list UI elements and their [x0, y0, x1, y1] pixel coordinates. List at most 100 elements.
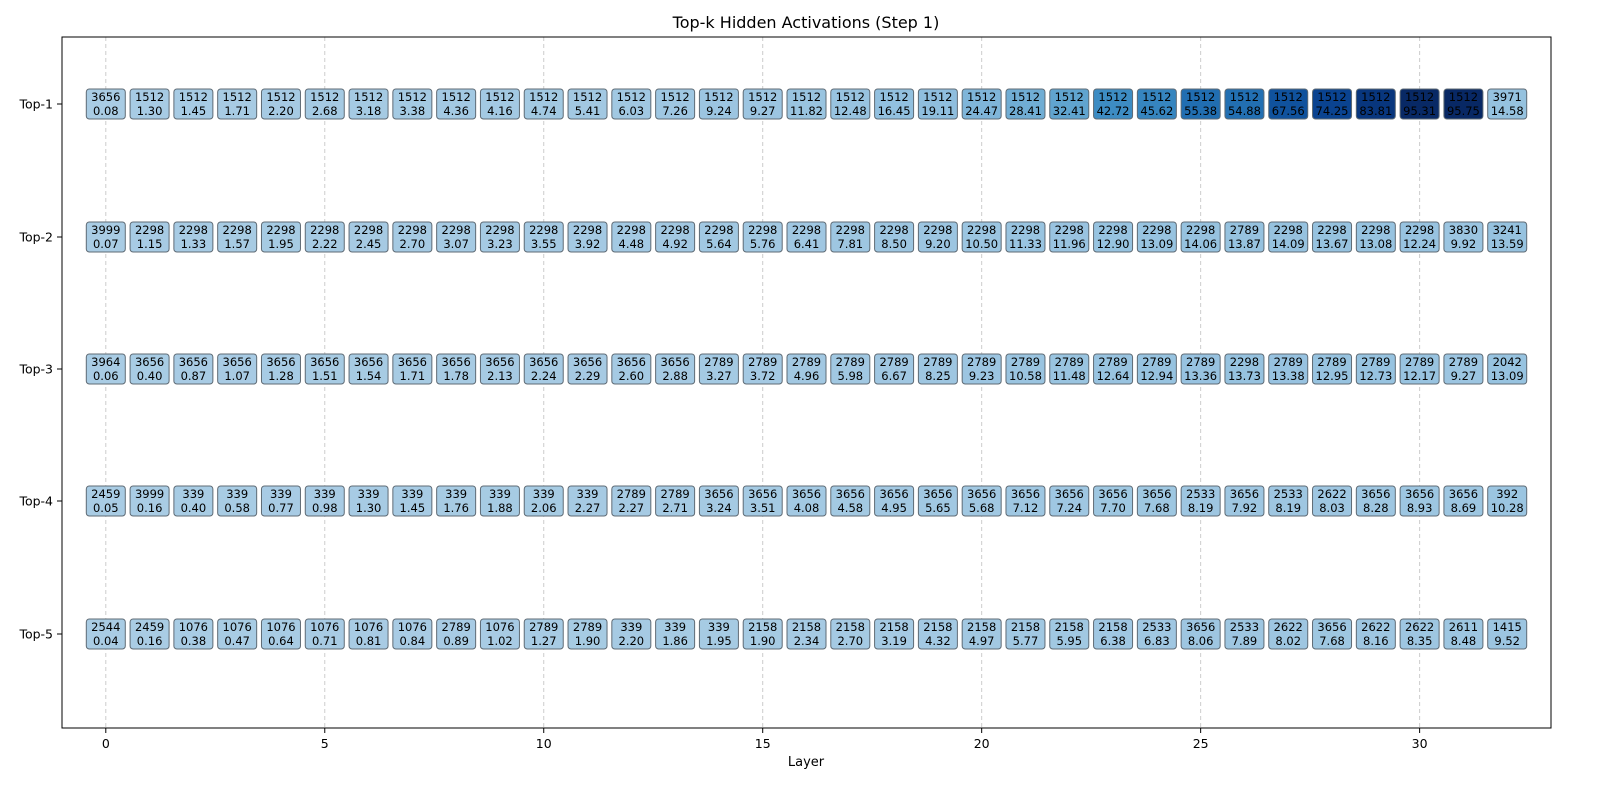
activation-cell-value: 0.08	[93, 104, 119, 118]
activation-cell-box	[1049, 221, 1090, 253]
activation-cell-index: 2789	[1405, 355, 1434, 369]
activation-cell-box	[436, 88, 477, 120]
activation-cell-box	[348, 618, 389, 650]
activation-cell-index: 339	[226, 487, 248, 501]
activation-cell-value: 0.64	[268, 634, 294, 648]
activation-cell-index: 3656	[1055, 487, 1084, 501]
activation-cell-value: 2.88	[662, 369, 688, 383]
activation-cell-value: 3.38	[400, 104, 426, 118]
activation-cell-box	[1487, 221, 1528, 253]
activation-cell-index: 1512	[1449, 90, 1478, 104]
activation-cell-value: 12.24	[1403, 237, 1436, 251]
activation-cell-box	[567, 485, 608, 517]
activation-cell-value: 2.24	[531, 369, 557, 383]
activation-cell-box	[1093, 618, 1134, 650]
activation-cell-value: 7.81	[837, 237, 863, 251]
activation-cell-index: 2789	[704, 355, 733, 369]
activation-cell-value: 54.88	[1228, 104, 1261, 118]
activation-cell-box	[436, 618, 477, 650]
activation-cell-value: 1.95	[268, 237, 294, 251]
activation-cell-value: 2.68	[312, 104, 338, 118]
activation-cell-value: 8.93	[1407, 501, 1433, 515]
activation-cell-index: 1076	[223, 620, 252, 634]
activation-cell-index: 2158	[792, 620, 821, 634]
activation-cell-index: 1512	[485, 90, 514, 104]
activation-cell-box	[1093, 485, 1134, 517]
activation-cell-index: 2789	[792, 355, 821, 369]
activation-cell-value: 8.19	[1188, 501, 1214, 515]
activation-cell-box	[1399, 618, 1440, 650]
activation-cell-index: 2298	[1317, 223, 1346, 237]
activation-cell-index: 339	[401, 487, 423, 501]
activation-cell-box	[304, 221, 345, 253]
activation-cell-index: 2158	[1055, 620, 1084, 634]
x-axis-label: Layer	[788, 755, 825, 770]
activation-cell-box	[260, 221, 301, 253]
activation-cell-box	[217, 353, 258, 385]
activation-cell-box	[1355, 353, 1396, 385]
activation-cell-box	[1268, 88, 1309, 120]
activation-cell-value: 0.77	[268, 501, 294, 515]
activation-cell-value: 0.81	[356, 634, 382, 648]
activation-cell-index: 2298	[704, 223, 733, 237]
activation-cell-value: 9.27	[1451, 369, 1477, 383]
activation-cell-index: 2789	[1186, 355, 1215, 369]
activation-cell-index: 2789	[923, 355, 952, 369]
activation-cell-value: 1.27	[531, 634, 557, 648]
activation-cell-value: 14.58	[1491, 104, 1524, 118]
activation-cell-box	[129, 88, 170, 120]
activation-cell-box	[523, 485, 564, 517]
activation-cell-box	[1312, 485, 1353, 517]
activation-cell-value: 2.22	[312, 237, 338, 251]
activation-cell-value: 3.72	[750, 369, 776, 383]
activation-cells: 36560.0815121.3015121.4515121.7115122.20…	[85, 88, 1528, 650]
activation-cell-index: 3830	[1449, 223, 1478, 237]
activation-cell-box	[1224, 88, 1265, 120]
activation-cell-index: 2789	[1274, 355, 1303, 369]
activation-cell-index: 3971	[1493, 90, 1522, 104]
activation-cell-box	[1399, 485, 1440, 517]
activation-cell-index: 2298	[1361, 223, 1390, 237]
x-axis-ticks: 0 5 10 15 20 25 30	[102, 728, 1428, 751]
activation-cell-value: 12.48	[834, 104, 867, 118]
activation-cell-value: 1.71	[224, 104, 250, 118]
activation-cell-value: 1.30	[137, 104, 163, 118]
activation-cell-value: 0.05	[93, 501, 119, 515]
plot-frame	[61, 36, 1552, 729]
activation-cell-index: 2789	[748, 355, 777, 369]
activation-cell-value: 14.06	[1184, 237, 1217, 251]
activation-cell-index: 3656	[1098, 487, 1127, 501]
activation-cell-box	[611, 618, 652, 650]
activation-cell-index: 2789	[1011, 355, 1040, 369]
activation-cell-box	[961, 221, 1002, 253]
y-tick-label: Top-3	[18, 362, 53, 377]
activation-cell-box	[830, 88, 871, 120]
activation-cell-box	[698, 221, 739, 253]
activation-cell-box	[392, 353, 433, 385]
activation-cell-box	[348, 485, 389, 517]
activation-cell-value: 6.38	[1100, 634, 1126, 648]
activation-cell-index: 1512	[398, 90, 427, 104]
activation-cell-index: 339	[270, 487, 292, 501]
activation-cell-index: 3656	[179, 355, 208, 369]
activation-cell-value: 9.24	[706, 104, 732, 118]
